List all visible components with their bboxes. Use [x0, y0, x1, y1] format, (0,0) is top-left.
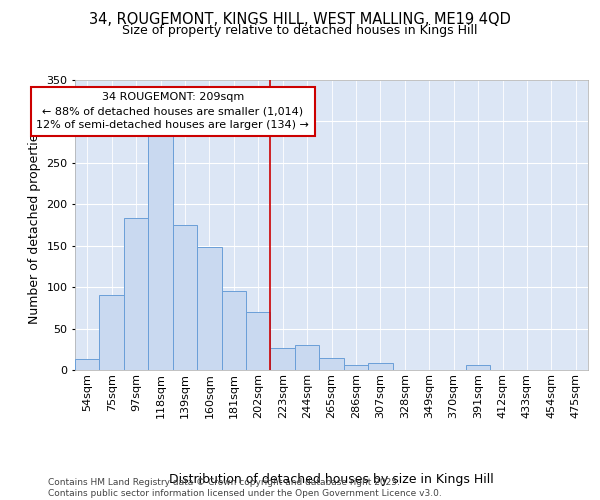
Text: Contains HM Land Registry data © Crown copyright and database right 2025.
Contai: Contains HM Land Registry data © Crown c…	[48, 478, 442, 498]
Bar	[148, 129, 173, 370]
Bar	[246, 312, 271, 370]
Bar	[271, 348, 295, 370]
Bar	[221, 292, 246, 370]
Bar	[319, 358, 344, 370]
Bar	[100, 296, 124, 370]
Y-axis label: Number of detached properties: Number of detached properties	[28, 126, 41, 324]
Text: Size of property relative to detached houses in Kings Hill: Size of property relative to detached ho…	[122, 24, 478, 37]
Bar	[197, 248, 221, 370]
Bar	[466, 365, 490, 370]
Bar	[173, 225, 197, 370]
Bar	[124, 218, 148, 370]
Bar	[75, 359, 100, 370]
Text: 34, ROUGEMONT, KINGS HILL, WEST MALLING, ME19 4QD: 34, ROUGEMONT, KINGS HILL, WEST MALLING,…	[89, 12, 511, 28]
Bar	[368, 362, 392, 370]
Bar	[295, 345, 319, 370]
X-axis label: Distribution of detached houses by size in Kings Hill: Distribution of detached houses by size …	[169, 474, 494, 486]
Bar	[344, 365, 368, 370]
Text: 34 ROUGEMONT: 209sqm
← 88% of detached houses are smaller (1,014)
12% of semi-de: 34 ROUGEMONT: 209sqm ← 88% of detached h…	[36, 92, 309, 130]
